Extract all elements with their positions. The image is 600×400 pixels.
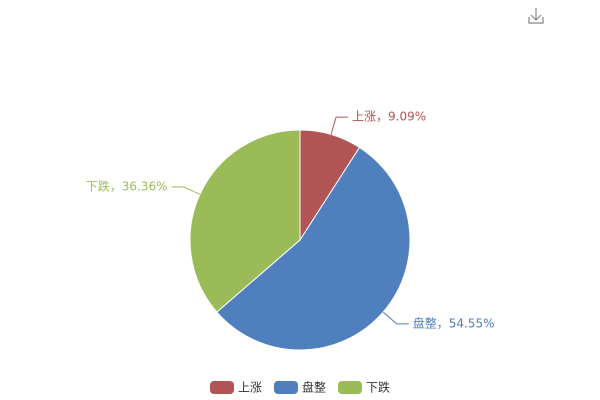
data-label: 盘整，54.55%	[413, 315, 495, 330]
download-icon[interactable]	[528, 8, 544, 24]
data-label: 上涨，9.09%	[352, 109, 426, 124]
legend-swatch	[210, 381, 234, 394]
legend-swatch	[338, 381, 362, 394]
legend-label: 盘整	[302, 380, 326, 395]
legend-label: 上涨	[238, 380, 262, 395]
legend-swatch	[274, 381, 298, 394]
pie-slice	[189, 129, 301, 313]
legend-label: 下跌	[366, 380, 390, 395]
label-line	[171, 186, 201, 195]
label-line	[382, 311, 409, 325]
label-line	[330, 116, 349, 135]
data-label: 下跌，36.36%	[86, 178, 168, 193]
